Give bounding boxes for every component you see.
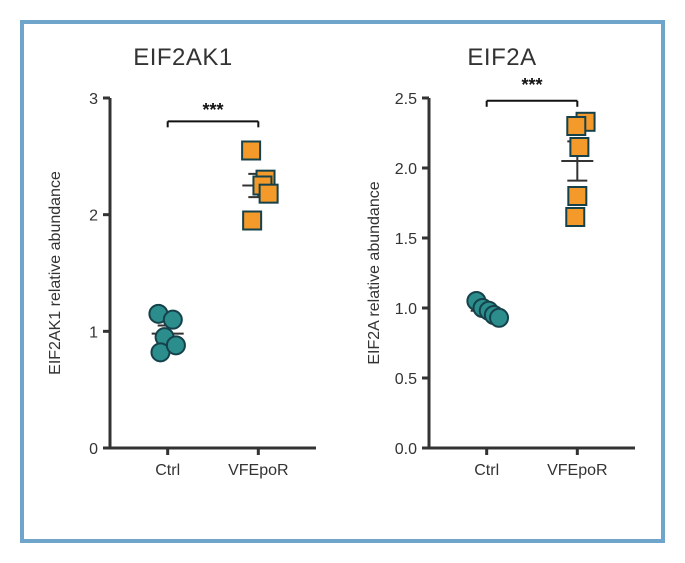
svg-text:0.5: 0.5	[395, 371, 417, 388]
panel-eif2a: EIF2A 0.0 0.5 1.0 1.5 2.0 2.5 EIF2A relative a…	[357, 34, 647, 508]
chart-eif2ak1: 0 1 2 3 EIF2AK1 relative abundance Ctrl VFEpoR…	[38, 78, 328, 508]
data-point	[167, 336, 185, 354]
svg-text:1.0: 1.0	[395, 301, 417, 318]
y-axis-label: EIF2AK1 relative abundance	[47, 171, 64, 375]
y-axis-label: EIF2A relative abundance	[366, 181, 383, 364]
data-point	[243, 212, 261, 230]
significance-label: ***	[521, 78, 542, 95]
svg-text:0: 0	[89, 441, 98, 458]
figure-wrap: EIF2AK1 0 1 2 3 EIF2AK1 relative abundance Ct…	[0, 0, 685, 563]
data-point	[568, 187, 586, 205]
x-tick-label: Ctrl	[155, 462, 180, 479]
svg-text:1: 1	[89, 324, 98, 341]
data-point	[570, 138, 588, 156]
svg-text:2.5: 2.5	[395, 91, 417, 108]
data-point	[490, 309, 508, 327]
figure-frame: EIF2AK1 0 1 2 3 EIF2AK1 relative abundance Ct…	[20, 20, 665, 543]
svg-text:2: 2	[89, 208, 98, 225]
chart-eif2a: 0.0 0.5 1.0 1.5 2.0 2.5 EIF2A relative abundan…	[357, 78, 647, 508]
data-point	[260, 185, 278, 203]
data-point	[566, 208, 584, 226]
data-point	[164, 311, 182, 329]
significance-label: ***	[202, 100, 223, 120]
data-point	[567, 117, 585, 135]
x-tick-label: Ctrl	[474, 462, 499, 479]
svg-text:1.5: 1.5	[395, 231, 417, 248]
svg-text:3: 3	[89, 91, 98, 108]
panel-eif2ak1: EIF2AK1 0 1 2 3 EIF2AK1 relative abundance Ct…	[38, 34, 328, 508]
x-tick-label: VFEpoR	[228, 462, 288, 479]
svg-text:0.0: 0.0	[395, 441, 417, 458]
svg-text:2.0: 2.0	[395, 161, 417, 178]
panel-title-eif2a: EIF2A	[467, 44, 536, 72]
x-tick-label: VFEpoR	[547, 462, 607, 479]
panel-title-eif2ak1: EIF2AK1	[133, 44, 233, 72]
data-point	[242, 142, 260, 160]
